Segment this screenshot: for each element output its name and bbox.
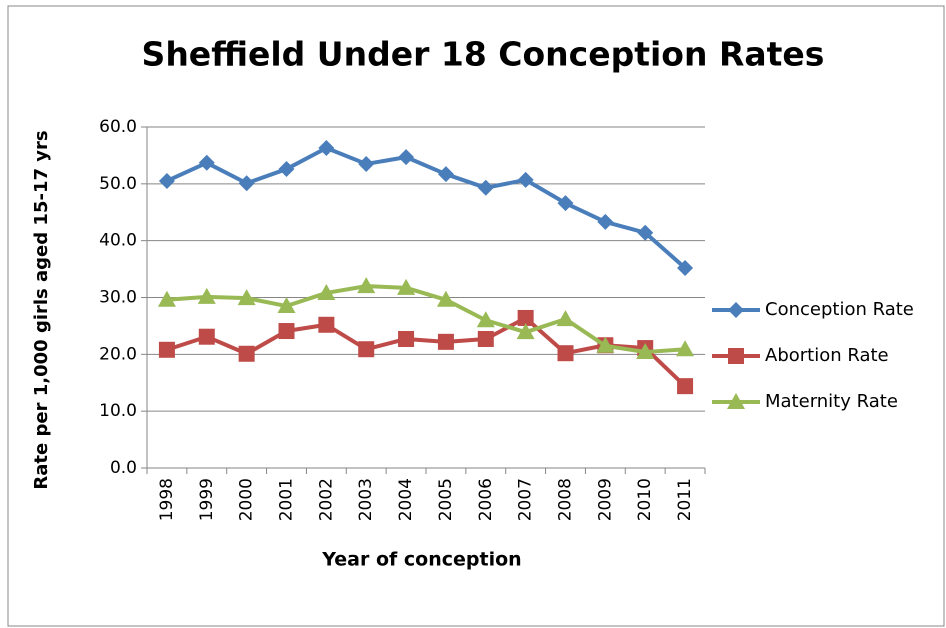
point-marker <box>318 140 335 157</box>
point-marker <box>677 259 694 276</box>
x-tick-label: 1999 <box>197 478 217 521</box>
x-tick-label: 2004 <box>396 478 416 521</box>
point-marker <box>398 149 415 166</box>
point-marker <box>357 277 376 294</box>
point-marker <box>436 290 455 307</box>
y-tick-label: 60.0 <box>99 117 137 137</box>
point-marker <box>197 287 216 304</box>
x-tick-label: 2002 <box>316 478 336 521</box>
legend-marker <box>728 302 744 318</box>
point-marker <box>317 283 336 300</box>
y-tick-label: 0.0 <box>110 458 137 478</box>
x-tick-label: 2010 <box>635 478 655 521</box>
point-marker <box>238 345 255 362</box>
x-tick-label: 2006 <box>476 478 496 521</box>
point-marker <box>157 290 176 307</box>
point-marker <box>477 330 494 347</box>
x-tick-label: 2008 <box>556 478 576 521</box>
y-tick-label: 20.0 <box>99 344 137 364</box>
series-line <box>166 146 687 270</box>
point-marker <box>477 179 494 196</box>
y-axis-label: Rate per 1,000 girls aged 15-17 yrs <box>31 130 52 489</box>
point-marker <box>516 323 535 340</box>
x-tick-label: 2005 <box>436 478 456 521</box>
x-tick-label: 2011 <box>675 478 695 521</box>
point-marker <box>636 343 655 360</box>
point-marker <box>398 330 415 347</box>
legend-marker <box>727 393 745 409</box>
point-marker <box>596 336 615 353</box>
point-marker <box>237 289 256 306</box>
point-marker <box>397 278 416 295</box>
point-marker <box>677 378 694 395</box>
point-marker <box>198 328 215 345</box>
legend-label: Maternity Rate <box>765 391 898 412</box>
y-tick-label: 40.0 <box>99 231 137 251</box>
x-tick-label: 1998 <box>157 478 177 521</box>
point-marker <box>318 316 335 333</box>
point-marker <box>358 341 375 358</box>
point-marker <box>437 166 454 183</box>
legend-label: Abortion Rate <box>765 345 889 366</box>
x-tick-label: 2001 <box>277 478 297 521</box>
point-marker <box>637 224 654 241</box>
point-marker <box>476 311 495 328</box>
chart-title: Sheffield Under 18 Conception Rates <box>142 35 825 74</box>
y-tick-label: 50.0 <box>99 174 137 194</box>
point-marker <box>278 161 295 178</box>
point-marker <box>277 297 296 314</box>
point-marker <box>557 195 574 212</box>
point-marker <box>517 309 534 326</box>
point-marker <box>676 340 695 357</box>
point-marker <box>517 171 534 188</box>
chart-frame <box>7 5 945 627</box>
point-marker <box>238 175 255 192</box>
legend-marker <box>728 348 744 364</box>
x-tick-label: 2000 <box>237 478 257 521</box>
point-marker <box>556 310 575 327</box>
point-marker <box>358 155 375 172</box>
legend-label: Conception Rate <box>765 299 914 320</box>
series-line <box>166 284 686 355</box>
y-tick-label: 30.0 <box>99 288 137 308</box>
point-marker <box>198 154 215 171</box>
point-marker <box>437 333 454 350</box>
point-marker <box>158 172 175 189</box>
x-axis-label: Year of conception <box>321 549 521 571</box>
point-marker <box>597 213 614 230</box>
point-marker <box>158 341 175 358</box>
x-tick-label: 2009 <box>595 478 615 521</box>
point-marker <box>278 323 295 340</box>
x-tick-label: 2003 <box>356 478 376 521</box>
y-tick-label: 10.0 <box>99 401 137 421</box>
x-tick-label: 2007 <box>516 478 536 521</box>
point-marker <box>557 345 574 362</box>
